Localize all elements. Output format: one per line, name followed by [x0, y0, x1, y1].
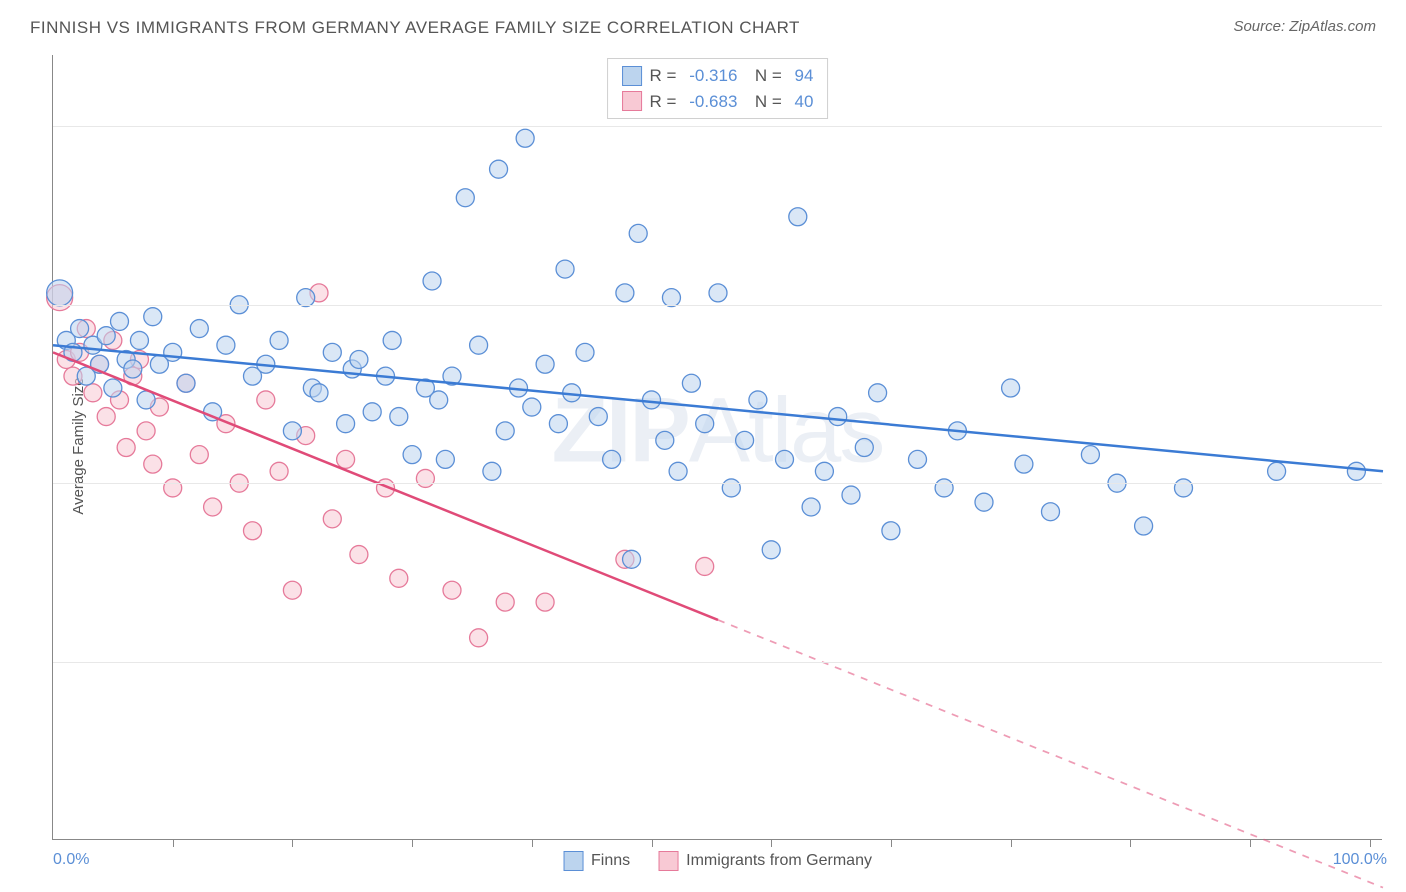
chart-header: FINNISH VS IMMIGRANTS FROM GERMANY AVERA…	[0, 0, 1406, 43]
legend-stats: R = -0.316 N = 94 R = -0.683 N = 40	[607, 58, 829, 119]
legend-swatch-blue	[622, 66, 642, 86]
x-tick-mark	[771, 839, 772, 847]
y-tick-label: 3.25	[1392, 296, 1406, 314]
gridline	[53, 305, 1382, 306]
x-tick-mark	[652, 839, 653, 847]
legend-series: Finns Immigrants from Germany	[563, 851, 872, 871]
gridline	[53, 126, 1382, 127]
y-tick-label: 1.75	[1392, 653, 1406, 671]
legend-stats-row-finns: R = -0.316 N = 94	[622, 63, 814, 89]
gridline	[53, 662, 1382, 663]
legend-item-germany: Immigrants from Germany	[658, 851, 872, 871]
x-axis-start-label: 0.0%	[53, 851, 89, 869]
x-tick-mark	[1011, 839, 1012, 847]
x-tick-mark	[173, 839, 174, 847]
x-tick-mark	[1370, 839, 1371, 847]
x-tick-mark	[532, 839, 533, 847]
chart-svg	[53, 55, 1382, 839]
x-tick-mark	[891, 839, 892, 847]
x-tick-mark	[412, 839, 413, 847]
y-tick-label: 4.00	[1392, 117, 1406, 135]
legend-swatch-pink-icon	[658, 851, 678, 871]
legend-stats-row-germany: R = -0.683 N = 40	[622, 89, 814, 115]
x-tick-mark	[1130, 839, 1131, 847]
x-tick-mark	[292, 839, 293, 847]
y-tick-label: 2.50	[1392, 474, 1406, 492]
legend-swatch-blue-icon	[563, 851, 583, 871]
chart-source: Source: ZipAtlas.com	[1233, 18, 1376, 35]
chart-plot-area: ZIPAtlas R = -0.316 N = 94 R = -0.683 N …	[52, 55, 1382, 840]
x-axis-end-label: 100.0%	[1333, 851, 1387, 869]
legend-swatch-pink	[622, 91, 642, 111]
x-tick-mark	[1250, 839, 1251, 847]
legend-item-finns: Finns	[563, 851, 630, 871]
gridline	[53, 483, 1382, 484]
chart-title: FINNISH VS IMMIGRANTS FROM GERMANY AVERA…	[30, 18, 800, 38]
